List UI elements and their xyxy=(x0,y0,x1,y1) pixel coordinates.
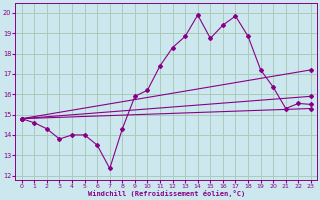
X-axis label: Windchill (Refroidissement éolien,°C): Windchill (Refroidissement éolien,°C) xyxy=(88,190,245,197)
